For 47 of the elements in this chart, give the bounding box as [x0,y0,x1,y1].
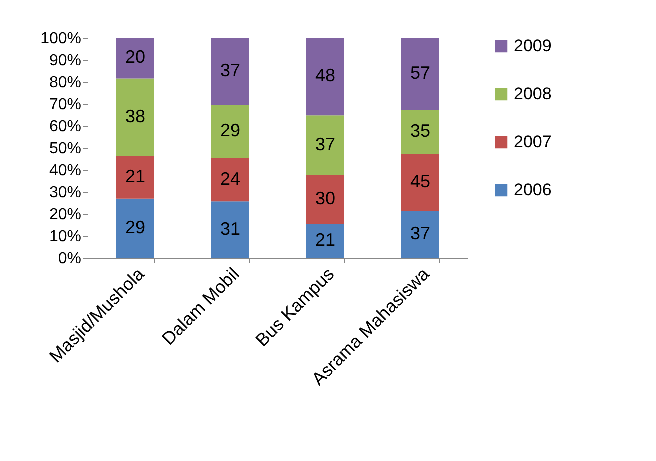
annotation: 29 [220,120,241,141]
annotation: 48 [315,66,336,86]
y-tick-label: 20% [49,206,82,224]
bar [306,38,344,116]
y-tick-label: 40% [49,162,82,180]
annotation: 45 [410,172,431,192]
legend-label: 2006 [514,180,552,200]
bar [212,202,250,258]
annotation: 20 [125,47,146,68]
bar [116,156,154,199]
bar [212,105,250,158]
annotation: 30 [315,188,336,209]
bar [116,78,154,156]
annotation: 37 [410,223,431,244]
y-tick-label: 80% [49,74,82,92]
bar [402,154,440,212]
bar [402,38,440,110]
y-tick-label: 90% [49,52,82,70]
bar [212,38,250,106]
annotation: 37 [220,60,241,81]
bar [306,116,344,176]
annotation: 21 [125,166,146,186]
bar [116,198,154,258]
annotation: 57 [410,62,431,83]
annotation: 35 [410,120,431,141]
bar [212,158,250,202]
bar [402,110,440,154]
bar [402,211,440,258]
legend-label: 2007 [514,132,552,152]
legend-label: 2008 [514,84,552,104]
y-tick-label: 0% [58,250,82,268]
annotation: 31 [220,218,241,239]
y-tick-label: 70% [49,96,82,114]
y-tick-label: 60% [49,118,82,136]
annotation: 38 [125,106,146,126]
y-tick-label: 30% [49,184,82,202]
annotation: 37 [315,134,336,155]
y-tick-label: 10% [49,228,82,246]
annotation: 21 [315,230,336,250]
legend-label: 2009 [514,36,552,56]
bar [306,176,344,224]
annotation: 24 [220,168,241,189]
annotation: 29 [125,217,146,238]
bar [306,224,344,258]
y-tick-label: 50% [49,140,82,158]
y-tick-label: 100% [40,30,82,48]
bar [116,38,154,79]
